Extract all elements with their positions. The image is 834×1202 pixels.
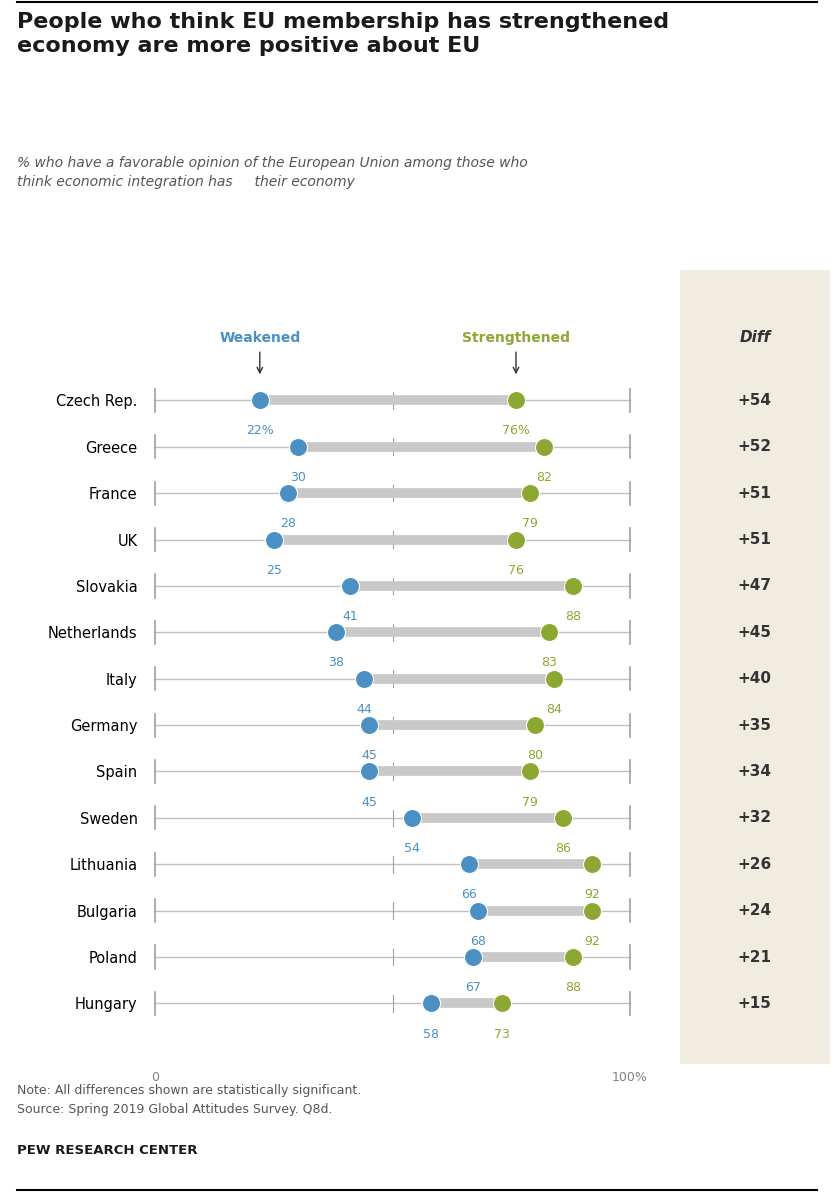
- Text: +24: +24: [738, 903, 771, 918]
- Text: +26: +26: [737, 857, 772, 871]
- Text: 88: 88: [565, 611, 581, 623]
- Text: 67: 67: [465, 981, 481, 994]
- Text: 84: 84: [546, 703, 562, 716]
- Text: +51: +51: [738, 486, 771, 501]
- Text: +51: +51: [738, 532, 771, 547]
- Text: 83: 83: [541, 656, 557, 670]
- Text: 38: 38: [328, 656, 344, 670]
- Text: +45: +45: [738, 625, 771, 639]
- Text: Diff: Diff: [739, 329, 771, 345]
- Text: Weakened: Weakened: [219, 331, 300, 345]
- Text: 88: 88: [565, 981, 581, 994]
- Text: 92: 92: [584, 888, 600, 902]
- Text: 79: 79: [522, 517, 538, 530]
- Text: 25: 25: [266, 564, 282, 577]
- Text: 22%: 22%: [246, 424, 274, 438]
- Text: 41: 41: [342, 611, 358, 623]
- Text: 92: 92: [584, 935, 600, 948]
- Text: 45: 45: [361, 749, 377, 762]
- Text: 82: 82: [536, 471, 552, 484]
- Text: PEW RESEARCH CENTER: PEW RESEARCH CENTER: [17, 1144, 197, 1158]
- Text: People who think EU membership has strengthened
economy are more positive about : People who think EU membership has stren…: [17, 12, 669, 56]
- Text: 76: 76: [508, 564, 524, 577]
- Text: 68: 68: [470, 935, 486, 948]
- Text: +34: +34: [738, 764, 771, 779]
- Text: 58: 58: [423, 1028, 439, 1041]
- Text: Source: Spring 2019 Global Attitudes Survey. Q8d.: Source: Spring 2019 Global Attitudes Sur…: [17, 1103, 332, 1117]
- Text: +35: +35: [738, 718, 771, 732]
- Text: 30: 30: [290, 471, 306, 484]
- Text: +54: +54: [738, 393, 771, 407]
- Text: 79: 79: [522, 796, 538, 809]
- Text: +40: +40: [738, 671, 771, 686]
- Text: 86: 86: [555, 843, 571, 855]
- Text: 73: 73: [494, 1028, 510, 1041]
- Text: 80: 80: [527, 749, 543, 762]
- Text: % who have a favorable opinion of the European Union among those who
think econo: % who have a favorable opinion of the Eu…: [17, 156, 527, 189]
- Text: +21: +21: [738, 950, 771, 964]
- Text: 76%: 76%: [502, 424, 530, 438]
- Text: Strengthened: Strengthened: [462, 331, 570, 345]
- Text: +52: +52: [738, 439, 771, 454]
- Text: Note: All differences shown are statistically significant.: Note: All differences shown are statisti…: [17, 1084, 361, 1097]
- Text: 66: 66: [460, 888, 476, 902]
- Text: 54: 54: [404, 843, 420, 855]
- Text: 28: 28: [280, 517, 296, 530]
- Text: 45: 45: [361, 796, 377, 809]
- Text: +15: +15: [738, 996, 771, 1011]
- Text: +47: +47: [738, 578, 771, 594]
- Text: 44: 44: [356, 703, 372, 716]
- Text: +32: +32: [738, 810, 771, 826]
